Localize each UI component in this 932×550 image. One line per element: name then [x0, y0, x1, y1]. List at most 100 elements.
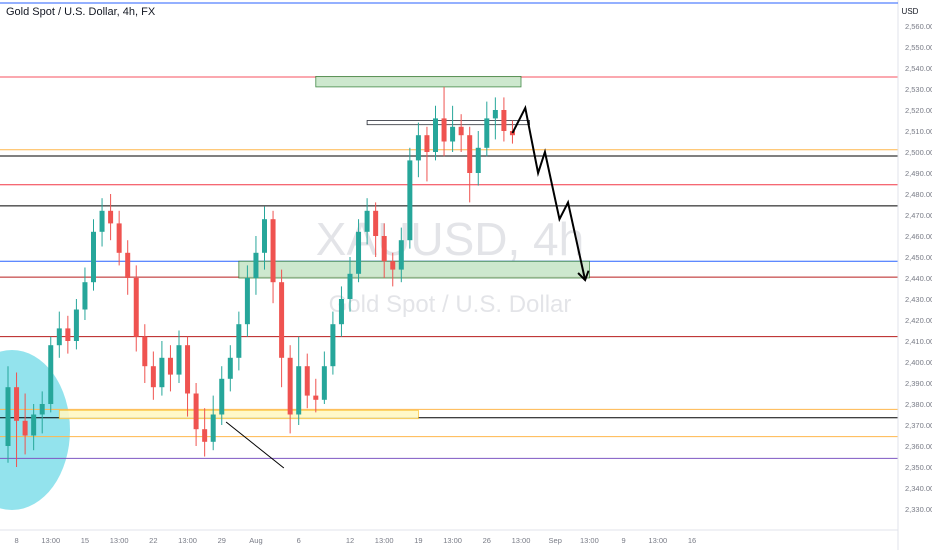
x-tick-label: 13:00 [648, 536, 667, 545]
zone-green [238, 260, 590, 279]
candle-body [150, 366, 156, 388]
candle-body [424, 135, 430, 152]
x-tick-label: 12 [346, 536, 354, 545]
x-tick-label: 6 [297, 536, 301, 545]
x-tick-label: 13:00 [375, 536, 394, 545]
candle-body [202, 429, 208, 442]
y-tick-label: 2,360.00 [905, 442, 932, 451]
y-tick-label: 2,420.00 [905, 316, 932, 325]
candle-body [91, 231, 96, 283]
candle-body [407, 160, 413, 241]
candles [5, 86, 515, 467]
candle-body [270, 219, 276, 283]
x-tick-label: 29 [218, 536, 226, 545]
candle-body [475, 147, 481, 173]
candle-body [14, 387, 20, 421]
candle-body [142, 336, 148, 367]
y-tick-label: 2,460.00 [905, 232, 932, 241]
x-tick-label: 13:00 [110, 536, 129, 545]
candle-body [347, 273, 353, 299]
candle-body [398, 240, 404, 270]
candle-body [373, 210, 379, 236]
y-tick-label: 2,400.00 [905, 358, 932, 367]
candle-body [415, 135, 421, 161]
candle-body [5, 387, 11, 446]
projection-path [511, 104, 587, 281]
candle-body [244, 278, 250, 325]
candle-body [356, 231, 362, 274]
candle-body [338, 299, 344, 325]
y-tick-label: 2,340.00 [905, 484, 932, 493]
candle-body [210, 414, 216, 442]
candle-body [304, 366, 310, 396]
y-tick-label: 2,380.00 [905, 400, 932, 409]
candle-body [31, 414, 37, 436]
candle-body [56, 328, 62, 346]
x-tick-label: 13:00 [178, 536, 197, 545]
y-tick-label: 2,530.00 [905, 85, 932, 94]
y-tick-label: 2,330.00 [905, 505, 932, 514]
y-tick-label: 2,490.00 [905, 169, 932, 178]
x-tick-label: Aug [249, 536, 262, 545]
candle-body [82, 282, 88, 310]
y-tick-label: 2,510.00 [905, 127, 932, 136]
candle-body [296, 366, 302, 415]
x-tick-label: 8 [14, 536, 18, 545]
zone-yellow [58, 409, 419, 420]
candle-body [39, 404, 45, 415]
y-tick-label: 2,520.00 [905, 106, 932, 115]
candle-body [492, 110, 498, 119]
y-tick-label: 2,540.00 [905, 64, 932, 73]
y-tick-label: 2,370.00 [905, 421, 932, 430]
candle-body [48, 345, 54, 404]
y-tick-label: 2,390.00 [905, 379, 932, 388]
candle-body [219, 378, 225, 415]
candle-body [441, 118, 447, 142]
candle-body [467, 135, 473, 173]
x-tick-label: 16 [688, 536, 696, 545]
x-tick-label: 19 [414, 536, 422, 545]
y-tick-label: 2,560.00 [905, 22, 932, 31]
candle-body [321, 366, 327, 400]
x-tick-label: 13:00 [512, 536, 531, 545]
projection-arrowhead [577, 270, 590, 282]
candle-body [116, 223, 122, 253]
watermark-name: Gold Spot / U.S. Dollar [329, 291, 572, 318]
candle-body [236, 324, 242, 358]
y-tick-label: 2,450.00 [905, 253, 932, 262]
x-tick-label: 13:00 [41, 536, 60, 545]
candle-body [390, 261, 396, 270]
y-tick-label: 2,480.00 [905, 190, 932, 199]
y-tick-label: 2,350.00 [905, 463, 932, 472]
x-tick-label: 26 [483, 536, 491, 545]
candle-body [484, 118, 490, 148]
candle-body [433, 118, 438, 152]
price-axis: 2,330.00 2,340.00 2,350.00 2,360.00 2,370.00… [897, 0, 932, 550]
y-tick-label: 2,470.00 [905, 211, 932, 220]
trend-line [225, 421, 285, 469]
zone-green [315, 76, 522, 88]
x-tick-label: 13:00 [443, 536, 462, 545]
zone-white [366, 120, 530, 126]
candle-body [193, 393, 199, 430]
candle-body [125, 252, 131, 278]
candle-body [253, 252, 259, 278]
candle-body [185, 345, 191, 394]
candle-body [262, 219, 267, 253]
currency-label[interactable]: USD [902, 7, 919, 16]
candle-body [159, 357, 165, 388]
candle-body [65, 328, 71, 341]
y-tick-label: 2,430.00 [905, 295, 932, 304]
candle-body [364, 210, 370, 232]
y-tick-label: 2,500.00 [905, 148, 932, 157]
candle-body [287, 357, 293, 415]
time-axis: 8 13:00 15 13:00 22 13:00 29 Aug 6 12 13:00 19 13:00… [0, 529, 898, 545]
candle-body [22, 420, 28, 436]
zones [58, 76, 590, 420]
candle-body [99, 210, 105, 232]
candle-body [381, 236, 387, 262]
x-tick-label: 22 [149, 536, 157, 545]
y-tick-label: 2,410.00 [905, 337, 932, 346]
candle-body [176, 345, 182, 375]
